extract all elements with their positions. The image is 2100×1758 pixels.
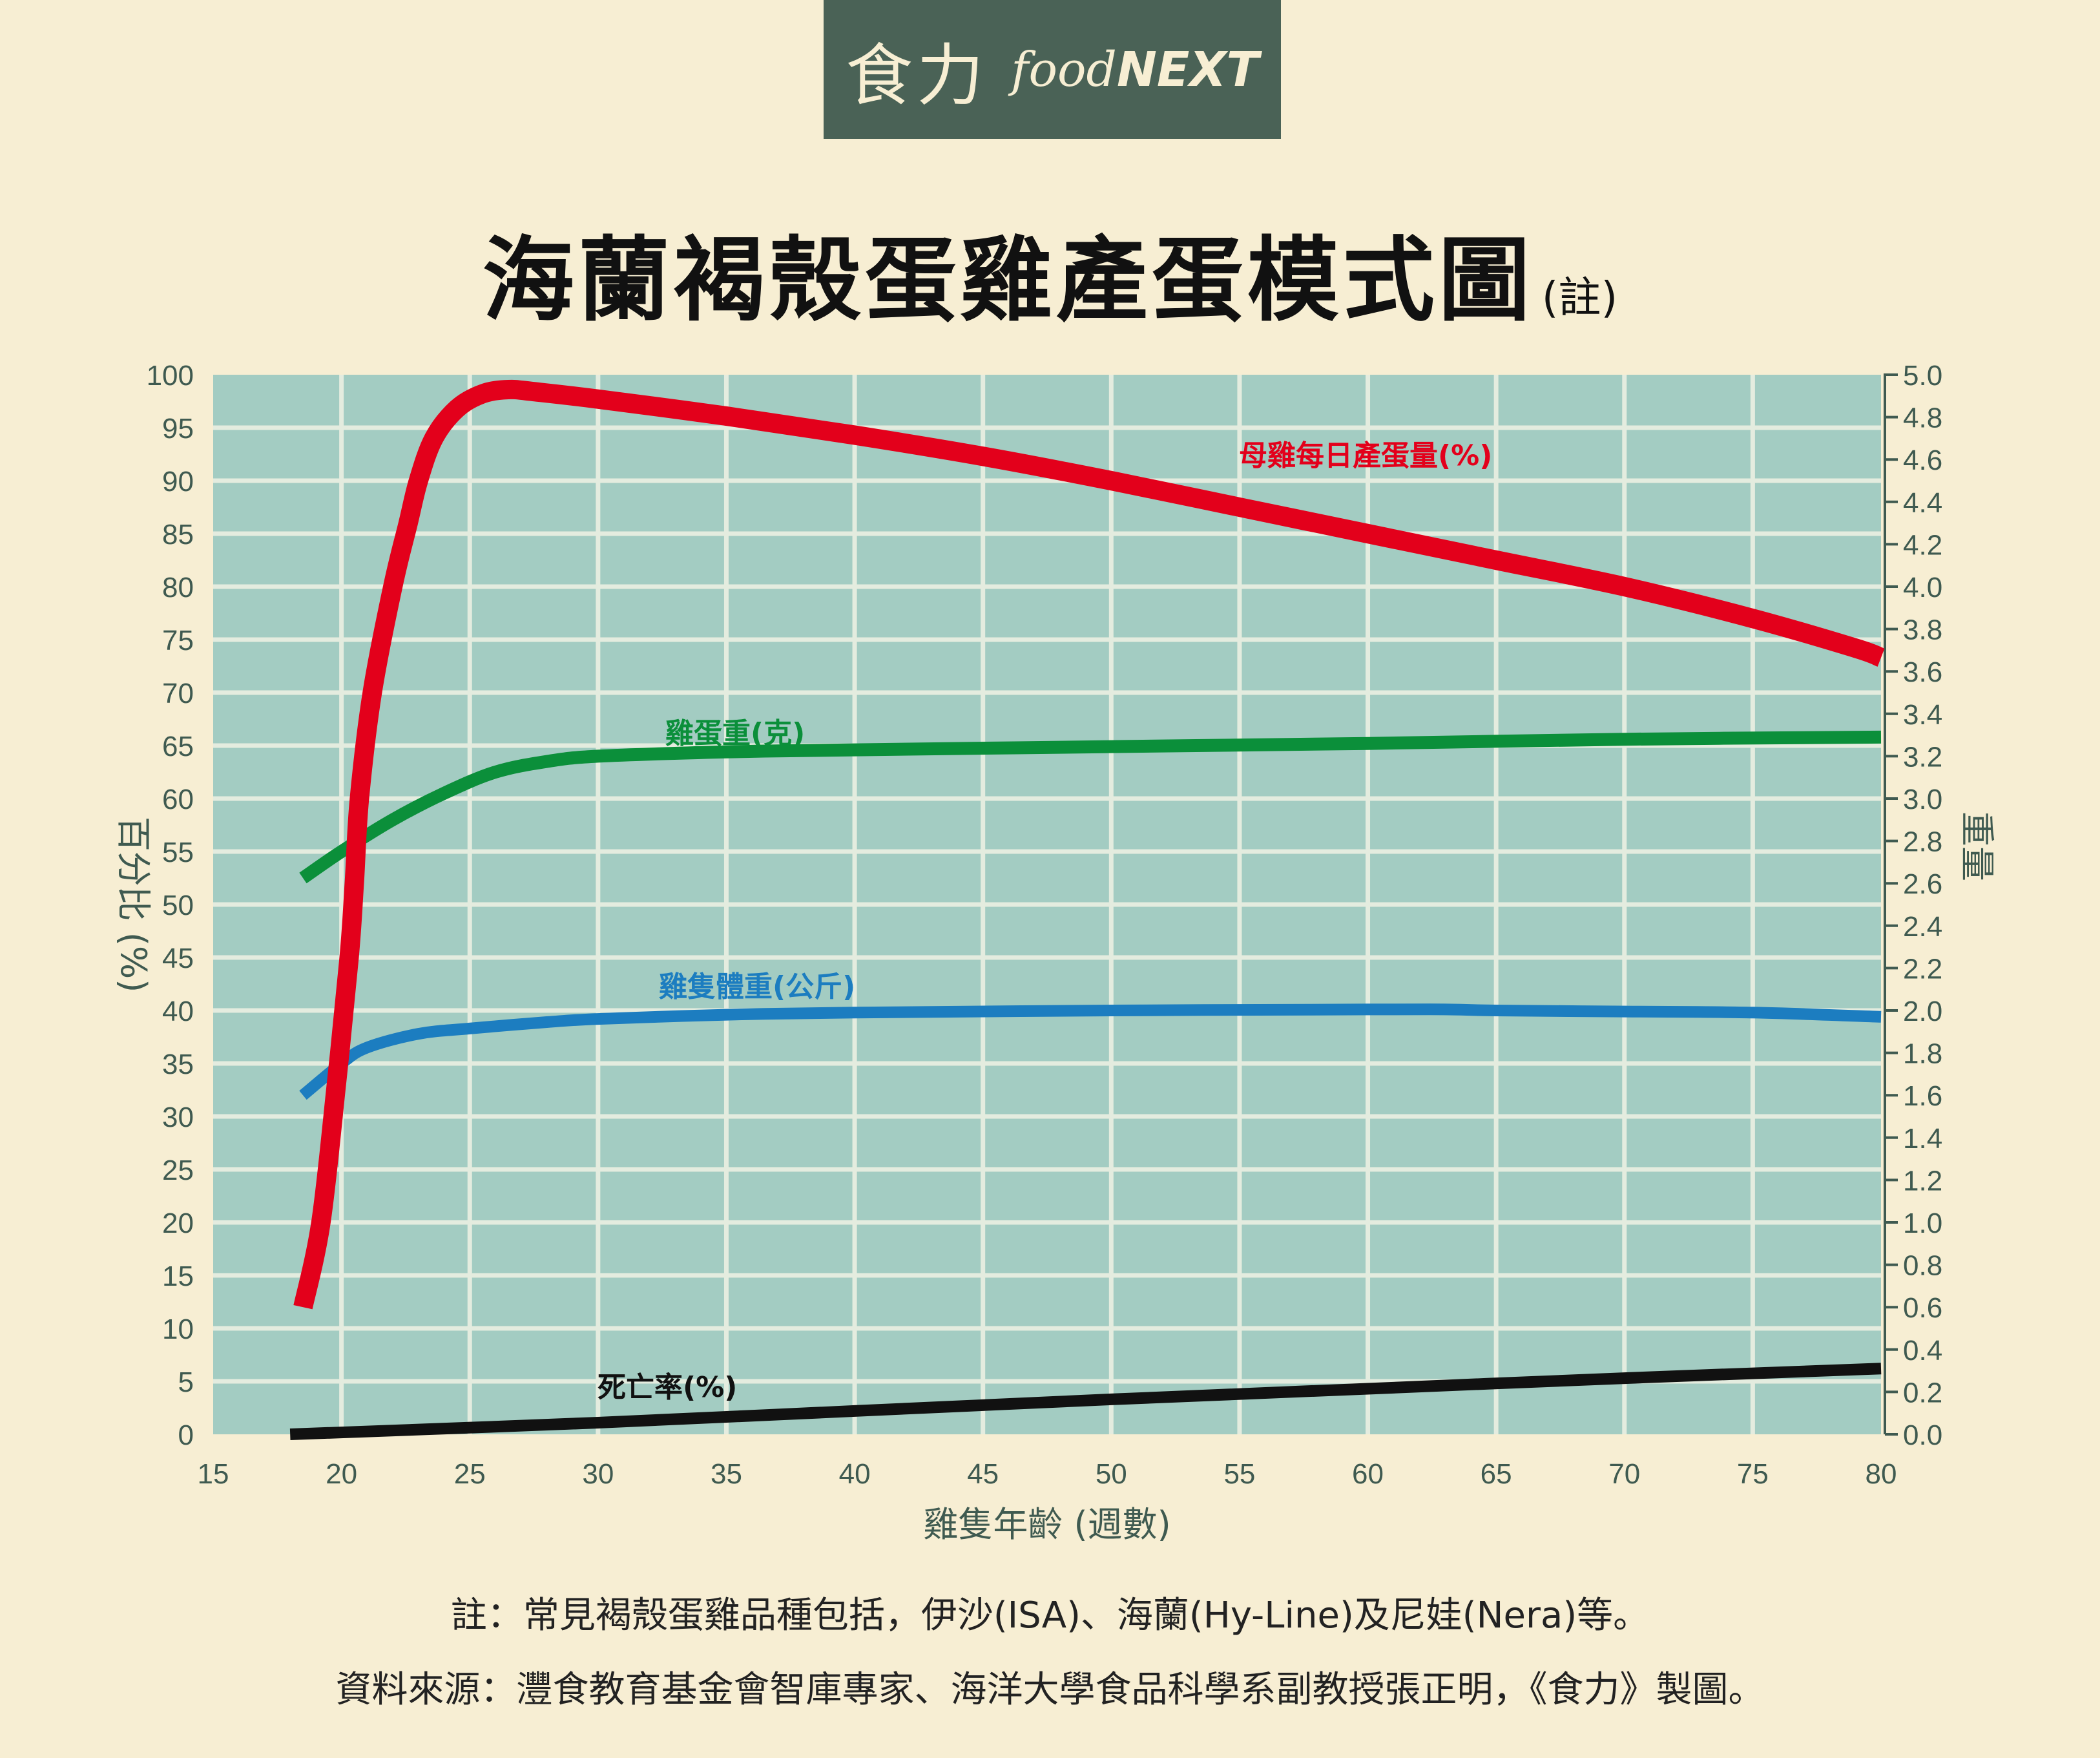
y-tick-label-right: 2.4	[1903, 911, 1942, 943]
x-tick-label: 65	[1481, 1458, 1512, 1490]
y-tick-label-left: 25	[162, 1155, 194, 1186]
y-tick-label-right: 0.4	[1903, 1335, 1942, 1366]
y-tick-label-right: 0.2	[1903, 1377, 1942, 1408]
x-tick-label: 80	[1866, 1458, 1897, 1490]
y-tick-label-right: 3.6	[1903, 656, 1942, 688]
y-tick-label-right: 1.0	[1903, 1208, 1942, 1239]
y-tick-label-right: 0.8	[1903, 1250, 1942, 1282]
series-group	[289, 379, 1885, 1440]
x-tick-label: 40	[839, 1458, 871, 1490]
y-tick-label-right: 4.4	[1903, 487, 1942, 519]
y-tick-label-right: 4.6	[1903, 445, 1942, 476]
series-line-egg-weight	[299, 730, 1882, 884]
y-tick-label-left: 95	[162, 413, 194, 445]
y-tick-label-left: 50	[162, 890, 194, 921]
y-tick-label-right: 0.0	[1903, 1419, 1942, 1451]
chart-title: 海蘭褐殼蛋雞產蛋模式圖 (註)	[0, 205, 2100, 339]
x-tick-label: 75	[1737, 1458, 1769, 1490]
y-tick-label-left: 5	[178, 1366, 194, 1398]
y-tick-label-right: 4.8	[1903, 403, 1942, 434]
logo-chinese: 食力	[846, 36, 988, 115]
y-tick-label-right: 1.4	[1903, 1123, 1942, 1155]
y-tick-label-left: 0	[178, 1419, 194, 1451]
y-tick-label-right: 2.0	[1903, 996, 1942, 1027]
x-axis-title: 雞隻年齡 (週數)	[923, 1504, 1170, 1545]
y-tick-label-right: 2.8	[1903, 826, 1942, 858]
y-tick-label-left: 85	[162, 519, 194, 550]
x-tick-label: 35	[711, 1458, 742, 1490]
y-tick-label-left: 70	[162, 678, 194, 709]
y-tick-label-left: 30	[162, 1102, 194, 1133]
label-body-weight: 雞隻體重(公斤)	[659, 970, 855, 1003]
y-tick-label-right: 2.6	[1903, 868, 1942, 900]
y-tick-label-left: 90	[162, 466, 194, 497]
y-tick-label-left: 15	[162, 1261, 194, 1292]
y-tick-label-left: 45	[162, 943, 194, 974]
y-tick-label-right: 4.0	[1903, 572, 1942, 603]
y-tick-label-left: 75	[162, 625, 194, 656]
label-mortality: 死亡率(%)	[598, 1371, 737, 1404]
y-tick-label-right: 2.2	[1903, 953, 1942, 985]
y-tick-label-left: 35	[162, 1049, 194, 1080]
series-line-egg-production	[293, 379, 1885, 1310]
y-tick-label-right: 1.2	[1903, 1165, 1942, 1197]
grid	[213, 375, 1881, 1434]
x-tick-label: 70	[1608, 1458, 1640, 1490]
y-tick-label-left: 80	[162, 572, 194, 603]
x-tick-label: 15	[198, 1458, 229, 1490]
y-tick-label-right: 1.8	[1903, 1038, 1942, 1070]
y-tick-label-left: 20	[162, 1208, 194, 1239]
x-tick-label: 20	[326, 1458, 357, 1490]
brand-logo: 食力 foodNEXT	[824, 0, 1281, 139]
x-tick-label: 25	[454, 1458, 486, 1490]
series-line-body-weight	[299, 1003, 1882, 1100]
x-tick-label: 45	[967, 1458, 999, 1490]
y-tick-label-right: 4.2	[1903, 529, 1942, 561]
y-tick-label-left: 100	[147, 360, 194, 392]
x-tick-label: 55	[1223, 1458, 1255, 1490]
y-tick-label-right: 1.6	[1903, 1080, 1942, 1112]
y-axis-title-right: 重量	[1957, 811, 1997, 881]
y-axis-title-left: 百分比 (%)	[113, 817, 154, 993]
y-tick-label-left: 40	[162, 996, 194, 1027]
chart-title-text: 海蘭褐殼蛋雞產蛋模式圖	[482, 227, 1534, 334]
y-tick-label-left: 60	[162, 784, 194, 815]
y-tick-label-right: 3.8	[1903, 614, 1942, 646]
label-egg-weight: 雞蛋重(克)	[665, 717, 805, 750]
y-tick-label-left: 65	[162, 731, 194, 762]
axes: 15 20 25 30 35 40 45 50 55 60 65 70 75 80 0 5 10 15 20 25 30…	[113, 360, 1997, 1545]
y-tick-label-right: 3.0	[1903, 784, 1942, 815]
chart-title-note: (註)	[1541, 273, 1618, 322]
x-tick-label: 50	[1096, 1458, 1127, 1490]
y-tick-label-left: 55	[162, 837, 194, 868]
y-tick-label-right: 5.0	[1903, 360, 1942, 392]
logo-english-brand: NEXT	[1116, 41, 1259, 98]
x-tick-label: 60	[1352, 1458, 1384, 1490]
y-tick-label-right: 0.6	[1903, 1292, 1942, 1324]
y-tick-label-right: 3.2	[1903, 741, 1942, 773]
logo-english: foodNEXT	[1011, 42, 1259, 98]
label-egg-production: 母雞每日產蛋量(%)	[1239, 439, 1492, 472]
y-tick-label-left: 10	[162, 1313, 194, 1345]
y-tick-label-right: 3.4	[1903, 699, 1942, 731]
logo-english-prefix: food	[1011, 41, 1117, 98]
series-labels: 母雞每日產蛋量(%) 雞蛋重(克) 雞隻體重(公斤) 死亡率(%)	[598, 439, 1492, 1404]
footnote-source: 資料來源：灃食教育基金會智庫專家、海洋大學食品科學系副教授張正明，《食力》製圖。	[335, 1669, 1765, 1711]
footnote-note: 註：常見褐殼蛋雞品種包括，伊沙(ISA)、海蘭(Hy-Line)及尼娃(Nera…	[450, 1595, 1650, 1637]
x-tick-label: 30	[582, 1458, 614, 1490]
series-line-mortality	[289, 1363, 1882, 1440]
